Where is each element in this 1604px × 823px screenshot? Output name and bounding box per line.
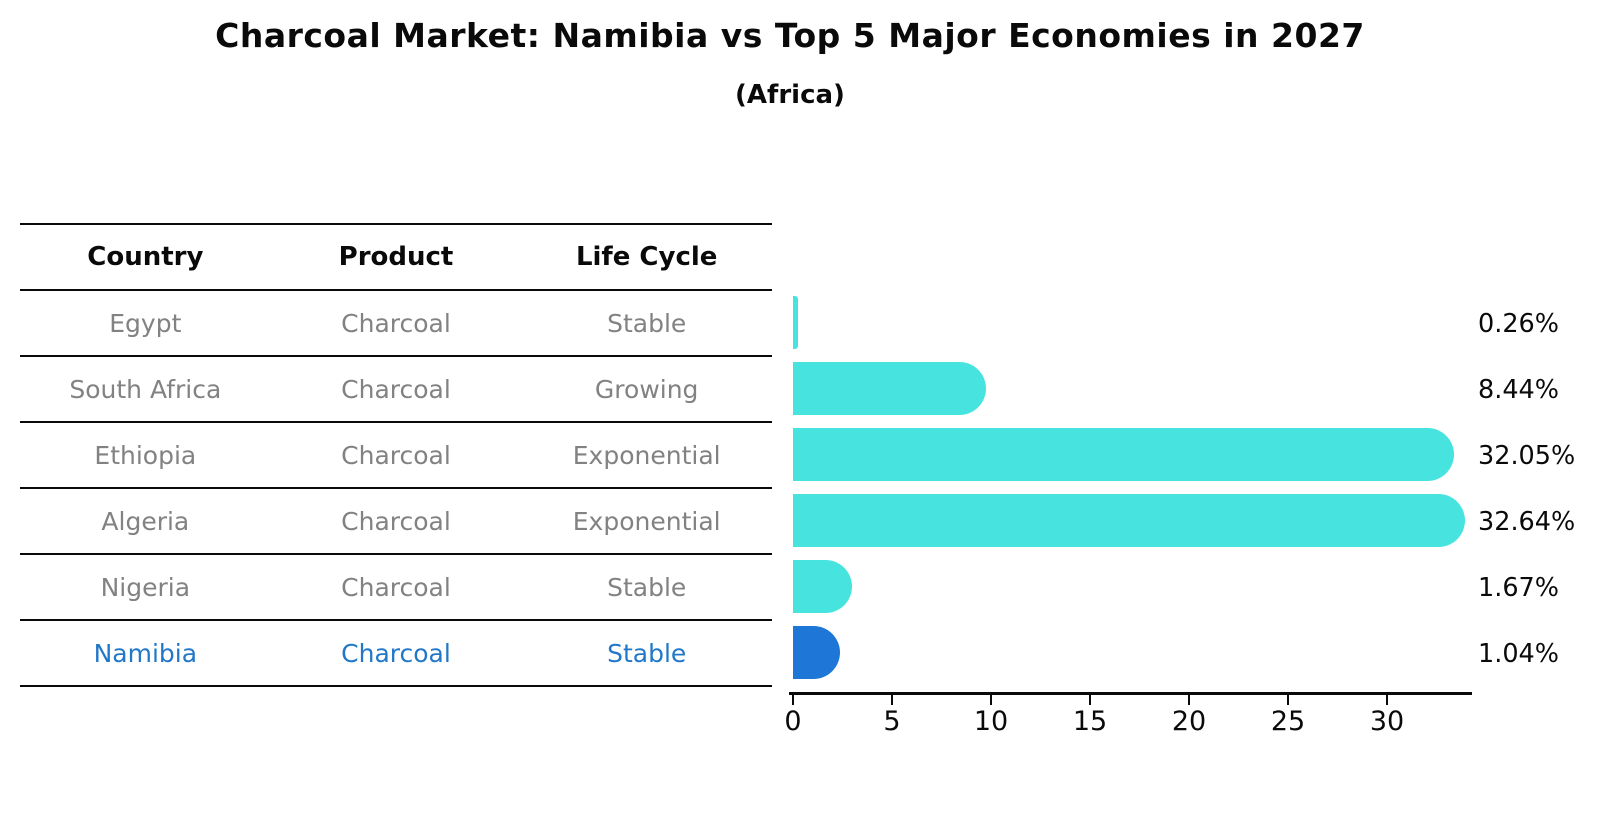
header-cell-product: Product [338, 242, 454, 272]
table-cell-country: Nigeria [100, 572, 191, 602]
bar-namibia [793, 626, 840, 679]
table-cell-product: Charcoal [341, 308, 451, 338]
chart-subtitle: (Africa) [735, 80, 845, 110]
table-cell-country: Ethiopia [94, 440, 197, 470]
table-header-row: Country Product Life Cycle [20, 225, 772, 291]
x-axis-tick-label: 30 [1369, 706, 1405, 737]
table-cell-country: Egypt [109, 308, 182, 338]
bar-south-africa [793, 362, 987, 415]
table-row: Ethiopia Charcoal Exponential [20, 423, 772, 489]
bar-ethiopia [793, 428, 1454, 481]
x-axis-tick-label: 0 [784, 706, 802, 737]
x-axis-tick [1286, 694, 1290, 705]
table-cell-country: South Africa [69, 374, 222, 404]
table-cell-lifecycle: Stable [607, 308, 687, 338]
x-axis-tick [890, 694, 894, 705]
table-cell-country: Algeria [101, 506, 190, 536]
bar-nigeria [793, 560, 853, 613]
table-row: Egypt Charcoal Stable [20, 291, 772, 357]
chart-title: Charcoal Market: Namibia vs Top 5 Major … [215, 16, 1365, 55]
table-cell-lifecycle: Stable [607, 638, 687, 668]
header-cell-lifecycle: Life Cycle [575, 242, 718, 272]
x-axis-line [789, 692, 1472, 695]
table-cell-product: Charcoal [341, 440, 451, 470]
bar-value-label: 32.05% [1478, 440, 1576, 471]
table-cell-lifecycle: Exponential [572, 440, 721, 470]
x-axis-tick [1088, 694, 1092, 705]
x-axis-tick [989, 694, 993, 705]
table-row: Algeria Charcoal Exponential [20, 489, 772, 555]
x-axis-tick [1187, 694, 1191, 705]
bar-value-label: 8.44% [1478, 374, 1560, 405]
bar-egypt [793, 296, 799, 349]
table-body: Egypt Charcoal Stable South Africa Charcoal G… [20, 291, 772, 687]
x-axis-tick-label: 5 [883, 706, 901, 737]
table-row: South Africa Charcoal Growing [20, 357, 772, 423]
table-cell-lifecycle: Stable [607, 572, 687, 602]
table-row: Nigeria Charcoal Stable [20, 555, 772, 621]
x-axis-tick-label: 15 [1072, 706, 1108, 737]
x-axis-tick [1385, 694, 1389, 705]
table-cell-lifecycle: Exponential [572, 506, 721, 536]
table-cell-country: Namibia [93, 638, 198, 668]
bar-value-label: 0.26% [1478, 308, 1560, 339]
x-axis-tick-label: 20 [1171, 706, 1207, 737]
table-cell-lifecycle: Growing [594, 374, 699, 404]
country-table: Country Product Life Cycle Egypt Charcoal… [20, 223, 772, 687]
x-axis-tick [791, 694, 795, 705]
table-cell-product: Charcoal [341, 374, 451, 404]
table-cell-product: Charcoal [341, 638, 451, 668]
table-row: Namibia Charcoal Stable [20, 621, 772, 687]
x-axis-tick-label: 25 [1270, 706, 1306, 737]
bar-value-label: 1.67% [1478, 572, 1560, 603]
table-cell-product: Charcoal [341, 572, 451, 602]
header-cell-country: Country [87, 242, 204, 272]
bar-value-label: 32.64% [1478, 506, 1576, 537]
bar-value-label: 1.04% [1478, 638, 1560, 669]
table-cell-product: Charcoal [341, 506, 451, 536]
bar-algeria [793, 494, 1466, 547]
x-axis-tick-label: 10 [973, 706, 1009, 737]
